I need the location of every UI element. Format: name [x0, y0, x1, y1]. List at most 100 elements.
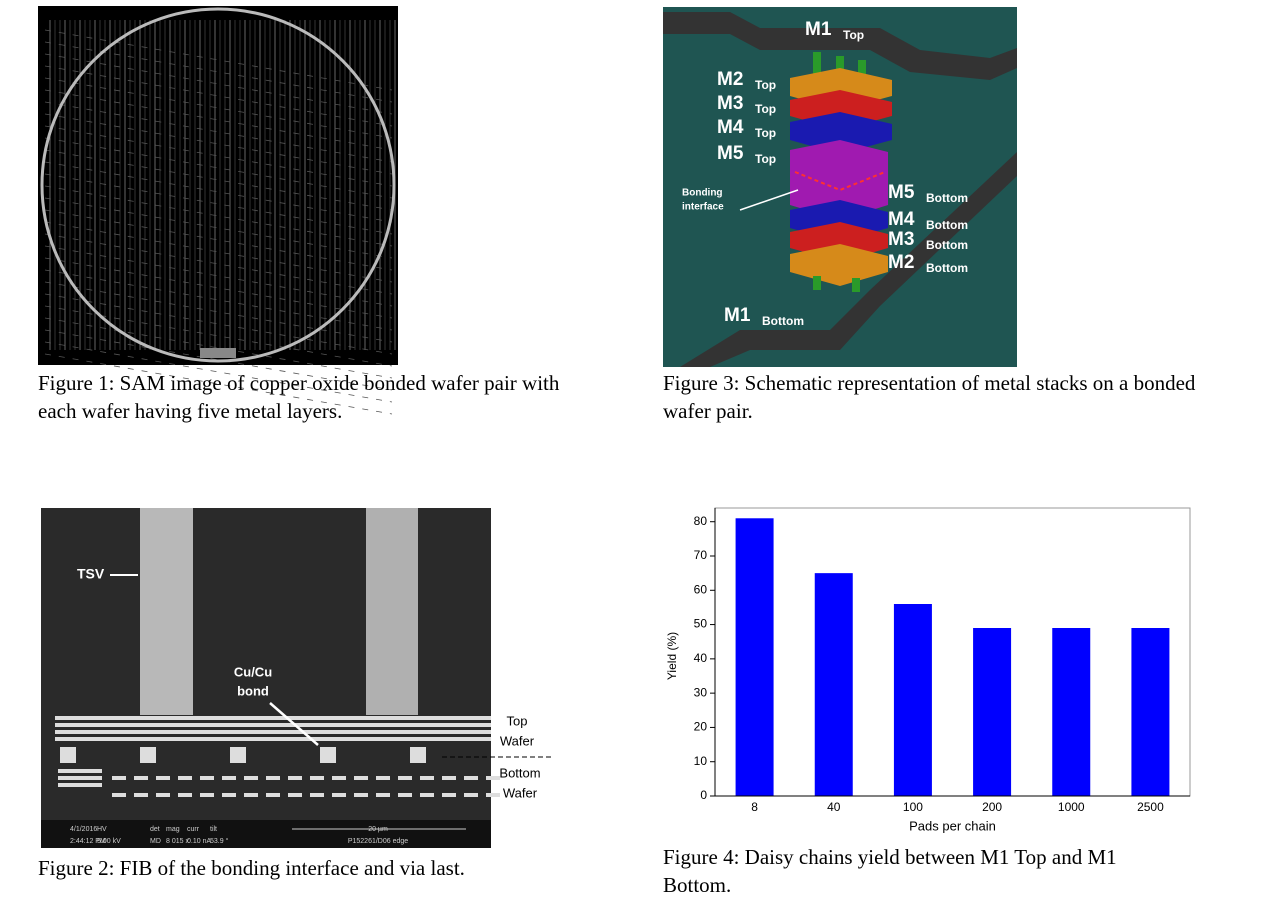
bar — [973, 628, 1012, 796]
wafer-edge — [40, 7, 396, 363]
metal-dash — [156, 793, 170, 797]
metal-dash — [200, 793, 214, 797]
bond-label: Cu/Cu — [234, 664, 272, 679]
info-text: MD — [150, 838, 161, 845]
bar — [1131, 628, 1170, 796]
bar — [893, 604, 932, 796]
die-line — [44, 89, 393, 151]
metal-dash — [354, 776, 368, 780]
trace — [680, 152, 1017, 367]
die-line — [44, 125, 393, 187]
metal-line — [55, 723, 491, 727]
die-line — [44, 353, 393, 415]
die-line — [44, 101, 393, 163]
metal-line — [55, 716, 491, 720]
layer-sub: Top — [843, 28, 864, 42]
layer-sub: Top — [755, 126, 776, 140]
y-tick-label: 50 — [694, 617, 708, 631]
info-text: det — [150, 826, 160, 833]
metal-dash — [156, 776, 170, 780]
info-text: mag — [166, 826, 180, 833]
via — [813, 276, 821, 290]
layer-sub: Bottom — [762, 314, 804, 328]
caption: Figure 4: Daisy chains yield between M1 … — [663, 845, 1117, 897]
y-tick-label: 80 — [694, 514, 708, 528]
chart: 0 10 20 30 40 50 60 70 80 8 40 100 200 1000 2500 Pads p… — [665, 507, 1191, 833]
metal-dash — [178, 776, 192, 780]
info-text: 2:44:12 PM — [70, 838, 106, 845]
die-line — [44, 305, 393, 367]
layer-main: M5 — [717, 143, 744, 164]
info-text: 8 015 x — [166, 838, 189, 845]
layer-main: M1 — [805, 19, 832, 40]
plot-frame — [714, 507, 1191, 797]
metal-dash — [464, 793, 478, 797]
metal-dash — [376, 793, 390, 797]
layer-sub: Bottom — [926, 218, 968, 232]
die-line — [44, 257, 393, 319]
layer-main: M1 — [724, 305, 751, 326]
die-line — [44, 341, 393, 403]
info-text: 4/1/2016 — [70, 826, 97, 833]
die-line — [44, 209, 393, 271]
y-tick-label: 60 — [694, 582, 708, 596]
info-bar — [41, 820, 491, 848]
die-line — [44, 245, 393, 307]
x-tick-label: 2500 — [1137, 800, 1164, 814]
cu-pad — [60, 747, 76, 763]
die-line — [44, 281, 393, 343]
metal-dash — [310, 776, 324, 780]
die-line — [44, 197, 393, 259]
layer-sub: Top — [755, 152, 776, 166]
layer-sub: Top — [755, 78, 776, 92]
layer-main: M4 — [717, 117, 744, 138]
layer-sub: Bottom — [926, 238, 968, 252]
sam-pattern — [44, 20, 396, 415]
bar — [735, 518, 774, 796]
die-line — [44, 149, 393, 211]
metal-dash — [200, 776, 214, 780]
cu-pad — [230, 747, 246, 763]
metal-line — [55, 737, 491, 741]
tsv — [140, 508, 193, 715]
bonding-label: interface — [682, 202, 724, 213]
bar — [814, 573, 853, 796]
caption: Figure 1: SAM image of copper oxide bond… — [38, 371, 560, 423]
die-line — [44, 185, 393, 247]
cu-pad — [320, 747, 336, 763]
metal-dash — [486, 776, 500, 780]
die-line — [44, 65, 393, 127]
metal-dash — [244, 776, 258, 780]
metal-dash — [288, 776, 302, 780]
metal-dash — [354, 793, 368, 797]
metal-dash — [112, 793, 126, 797]
metal-dash — [112, 776, 126, 780]
layer-main: M4 — [888, 209, 915, 230]
metal-dash — [134, 776, 148, 780]
x-axis-label: Pads per chain — [909, 818, 996, 833]
metal-dash — [442, 776, 456, 780]
metal-line — [58, 769, 102, 773]
metal-line — [55, 730, 491, 734]
y-tick-label: 40 — [694, 651, 708, 665]
die-line — [44, 137, 393, 199]
metal-dash — [398, 793, 412, 797]
die-line — [44, 173, 393, 235]
info-text: 4/1/2016 2:44:12 PM HV 5.00 kV det MD mag 8 015… — [70, 826, 466, 845]
top-wafer: Wafer — [500, 733, 535, 748]
info-text: tilt — [210, 826, 217, 833]
die-line — [44, 113, 393, 175]
plate — [790, 244, 888, 286]
info-text: 5.00 kV — [97, 838, 121, 845]
via — [852, 278, 860, 292]
metal-dash — [332, 776, 346, 780]
sam-image — [38, 6, 398, 365]
layer-sub: Bottom — [926, 261, 968, 275]
die-line — [44, 317, 393, 379]
y-tick-label: 30 — [694, 685, 708, 699]
metal-dash — [420, 793, 434, 797]
arrow — [739, 189, 799, 211]
info-text: 53.9 ° — [210, 837, 229, 845]
x-tick-label: 8 — [751, 800, 758, 814]
schematic — [663, 12, 1017, 367]
